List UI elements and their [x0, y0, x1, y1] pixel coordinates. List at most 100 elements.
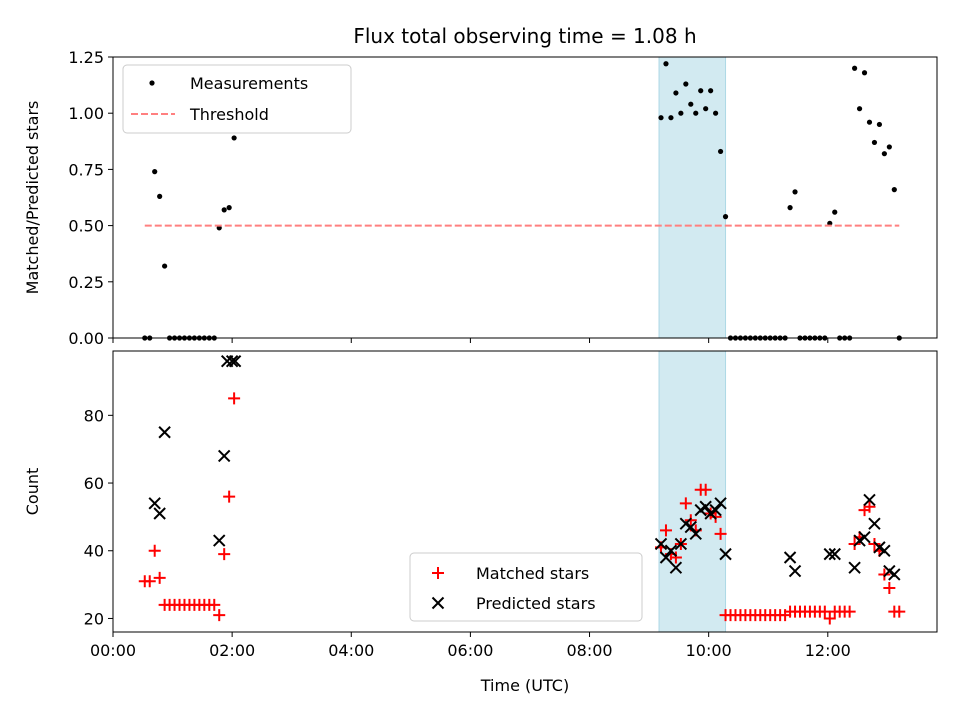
predicted-star-point: [654, 537, 668, 551]
matched-star-point: [228, 392, 241, 405]
measurement-point: [852, 65, 858, 71]
matched-star-point: [223, 490, 236, 503]
y-tick-label: 40: [84, 542, 104, 561]
legend-measurements-marker: [149, 80, 155, 86]
predicted-star-point: [213, 534, 226, 547]
measurement-point: [713, 110, 719, 116]
y-axis-label: Matched/Predicted stars: [23, 101, 42, 295]
y-axis-label: Count: [23, 468, 42, 516]
matched-star-point: [153, 571, 166, 584]
predicted-star-point: [659, 551, 673, 564]
x-axis-label: Time (UTC): [480, 676, 569, 695]
x-tick-label: 06:00: [447, 641, 493, 660]
predicted-star-point: [823, 547, 836, 561]
matched-star-point: [218, 548, 231, 561]
measurement-point: [703, 106, 709, 112]
highlight-span: [658, 56, 727, 339]
legend-threshold-label: Threshold: [189, 105, 269, 124]
matched-star-point: [699, 483, 712, 496]
y-tick-label: 1.00: [68, 104, 104, 123]
measurement-point: [658, 115, 664, 121]
chart-title: Flux total observing time = 1.08 h: [353, 24, 696, 48]
matched-star-point: [208, 598, 221, 611]
predicted-star-point: [878, 544, 891, 557]
y-tick-label: 20: [84, 609, 104, 628]
axes-frame: [112, 350, 938, 633]
predicted-star-point: [848, 561, 861, 574]
x-tick-label: 12:00: [805, 641, 851, 660]
x-tick-label: 08:00: [566, 641, 612, 660]
predicted-star-point: [888, 568, 901, 581]
predicted-star-point: [783, 551, 797, 564]
predicted-star-point: [158, 426, 171, 439]
predicted-star-point: [674, 537, 688, 551]
x-tick-label: 10:00: [686, 641, 732, 660]
x-tick-label: 02:00: [209, 641, 255, 660]
matched-star-point: [684, 514, 697, 527]
measurement-point: [708, 88, 714, 94]
predicted-star-point: [828, 547, 841, 561]
matched-star-point: [868, 537, 881, 550]
predicted-star-point: [788, 564, 802, 578]
y-tick-label: 0.50: [68, 217, 104, 236]
measurement-point: [891, 187, 897, 193]
measurement-point: [221, 207, 227, 213]
predicted-star-point: [225, 354, 239, 368]
measurement-point: [881, 151, 887, 157]
measurement-point: [157, 193, 163, 199]
x-tick-label: 00:00: [90, 641, 136, 660]
measurement-point: [688, 101, 694, 107]
matched-star-point: [848, 537, 861, 550]
measurement-point: [861, 70, 868, 76]
matched-star-point: [143, 575, 156, 588]
matched-star-point: [823, 612, 836, 625]
predicted-star-point: [719, 547, 732, 561]
x-tick-label: 04:00: [328, 641, 374, 660]
highlight-span: [658, 350, 727, 633]
predicted-star-point: [714, 497, 727, 510]
legend-measurements-label: Measurements: [190, 74, 308, 93]
predicted-star-point: [699, 500, 712, 513]
measurement-point: [871, 139, 878, 146]
legend-predicted-label: Predicted stars: [476, 594, 596, 613]
measurement-point: [717, 148, 724, 155]
matched-star-point: [679, 497, 692, 510]
measurement-point: [792, 189, 798, 195]
predicted-star-point: [228, 354, 242, 368]
measurement-point: [673, 90, 679, 96]
matched-star-point: [659, 524, 672, 537]
legend-matched-marker: [432, 567, 444, 579]
matched-star-point: [843, 605, 856, 618]
predicted-star-point: [863, 493, 876, 507]
measurement-point: [683, 81, 689, 87]
predicted-star-point: [684, 520, 698, 534]
y-tick-label: 80: [84, 406, 104, 425]
legend-matched-label: Matched stars: [476, 564, 589, 583]
measurement-point: [668, 115, 674, 121]
predicted-star-point: [689, 527, 702, 541]
matched-star-point: [709, 510, 722, 523]
measurement-point: [162, 263, 168, 269]
measurement-point: [787, 205, 793, 211]
y-tick-label: 0.00: [68, 329, 104, 348]
y-tick-label: 0.75: [68, 160, 104, 179]
measurement-point: [226, 205, 232, 211]
measurement-point: [876, 121, 883, 128]
legend-box: [409, 552, 643, 622]
measurement-point: [663, 61, 669, 67]
matched-star-point: [863, 500, 876, 513]
predicted-star-point: [148, 497, 161, 510]
predicted-star-point: [153, 507, 166, 520]
measurement-point: [722, 214, 729, 220]
measurement-point: [886, 144, 892, 150]
matched-star-point: [878, 568, 891, 581]
matched-star-point: [714, 527, 727, 540]
matched-star-point: [669, 551, 682, 564]
predicted-star-point: [669, 561, 683, 574]
measurement-point: [856, 106, 863, 112]
matched-star-point: [893, 605, 906, 618]
y-tick-label: 60: [84, 474, 104, 493]
legend-predicted-marker: [431, 596, 445, 610]
predicted-star-point: [709, 503, 722, 517]
